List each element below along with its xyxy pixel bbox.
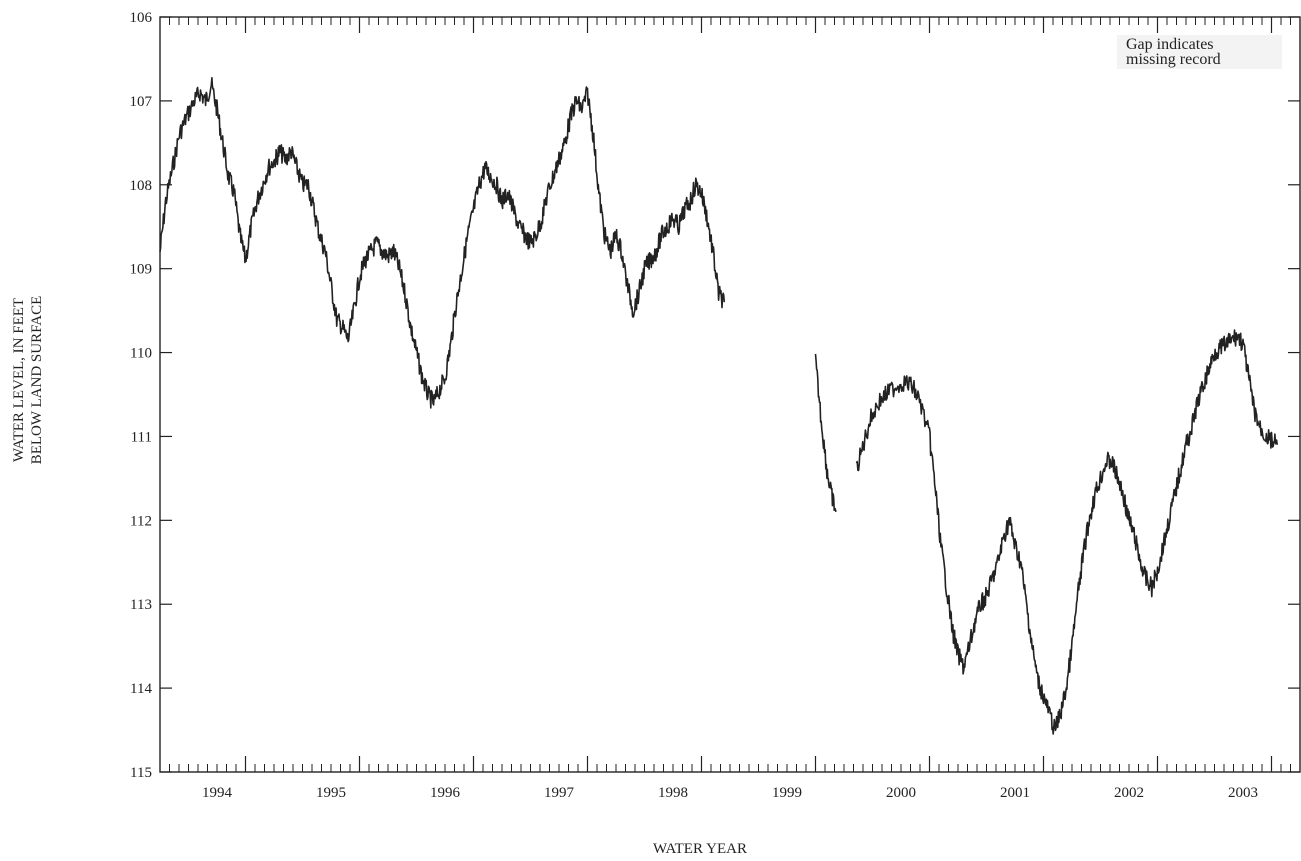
y-tick-labels: 106 107 108 109 110 111 112 113 114 115 [130,10,153,781]
y-tick-label: 107 [130,94,153,110]
x-tick-label: 1998 [658,785,688,801]
x-tick-label: 2003 [1228,785,1258,801]
y-tick-label: 114 [130,681,152,697]
x-tick-label: 2000 [886,785,916,801]
y-tick-label: 113 [130,597,152,613]
x-tick-label: 1997 [544,785,575,801]
y-tick-label: 111 [131,429,152,445]
y-tick-label: 109 [130,262,153,278]
gap-note: Gap indicates missing record [1117,35,1282,69]
x-tick-label: 1995 [316,785,346,801]
x-tick-label: 2001 [1000,785,1030,801]
axis-ticks [159,16,1301,773]
water-level-series [159,77,1278,735]
series-segment-3 [855,329,1278,735]
gap-note-line-2: missing record [1126,51,1221,68]
y-axis-title-line-2: BELOW LAND SURFACE [29,296,45,465]
gap-note-box [1117,35,1282,69]
x-tick-label: 1994 [202,785,233,801]
x-tick-labels: 1994 1995 1996 1997 1998 1999 2000 2001 2002 2003 [202,785,1258,801]
series-segment-2 [814,353,837,513]
y-tick-label: 112 [130,513,152,529]
y-tick-label: 106 [130,10,153,26]
x-tick-label: 2002 [1114,785,1144,801]
plot-frame [159,16,1301,773]
y-axis-title-line-1: WATER LEVEL, IN FEET [11,298,27,462]
y-tick-label: 110 [130,346,152,362]
y-tick-label: 115 [130,765,152,781]
y-axis-title: WATER LEVEL, IN FEET BELOW LAND SURFACE [11,296,45,465]
gap-note-line-1: Gap indicates [1126,36,1214,53]
x-tick-label: 1999 [772,785,802,801]
y-tick-label: 108 [130,178,153,194]
x-axis-title: WATER YEAR [653,841,747,857]
series-segment-1 [159,77,726,409]
x-tick-label: 1996 [430,785,461,801]
